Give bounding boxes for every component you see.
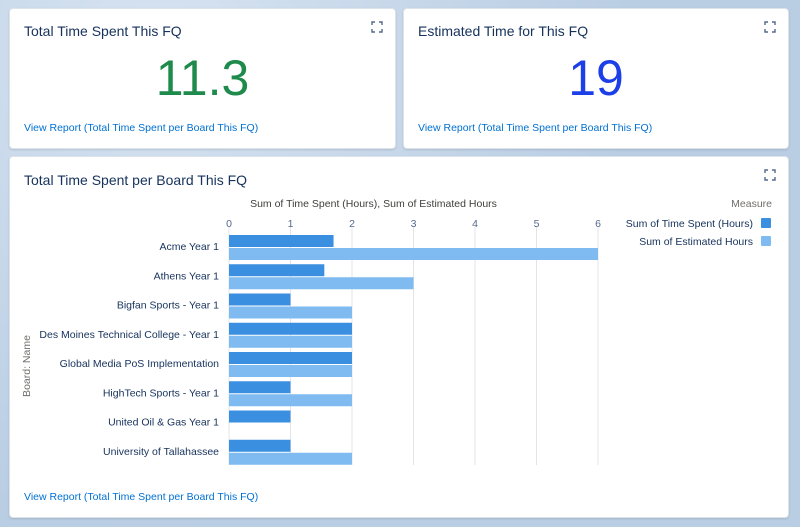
card-title: Total Time Spent This FQ	[24, 23, 182, 39]
view-report-link[interactable]: View Report (Total Time Spent per Board …	[24, 122, 259, 134]
bar-time-spent[interactable]	[229, 352, 352, 364]
legend-label: Sum of Time Spent (Hours)	[626, 218, 753, 230]
category-label: Acme Year 1	[159, 241, 219, 253]
bar-chart[interactable]: Sum of Time Spent (Hours), Sum of Estima…	[10, 195, 790, 505]
category-label: United Oil & Gas Year 1	[108, 417, 219, 429]
expand-icon-svg	[371, 21, 383, 33]
x-tick-label: 5	[534, 218, 540, 230]
bar-estimated-hours[interactable]	[229, 452, 352, 465]
y-axis-label: Board: Name	[21, 335, 33, 397]
legend-title: Measure	[731, 198, 772, 210]
x-tick-label: 0	[226, 218, 232, 230]
total-time-spent-card: Total Time Spent This FQ 11.3 View Repor…	[9, 8, 396, 149]
bar-estimated-hours[interactable]	[229, 306, 352, 319]
bar-estimated-hours[interactable]	[229, 277, 414, 290]
category-label: Bigfan Sports - Year 1	[117, 300, 219, 312]
bar-estimated-hours[interactable]	[229, 394, 352, 407]
estimated-time-card: Estimated Time for This FQ 19 View Repor…	[403, 8, 789, 149]
bar-estimated-hours[interactable]	[229, 248, 598, 260]
legend-label: Sum of Estimated Hours	[639, 236, 753, 248]
bar-time-spent[interactable]	[229, 235, 334, 247]
expand-icon-svg	[764, 21, 776, 33]
expand-icon-svg	[764, 169, 776, 181]
bar-estimated-hours[interactable]	[229, 335, 352, 348]
metric-value: 11.3	[155, 50, 250, 106]
bar-time-spent[interactable]	[229, 264, 325, 277]
view-report-link[interactable]: View Report (Total Time Spent per Board …	[24, 491, 259, 503]
expand-icon[interactable]	[764, 169, 776, 181]
time-per-board-card: Total Time Spent per Board This FQ Sum o…	[9, 156, 789, 518]
bar-time-spent[interactable]	[229, 293, 291, 306]
metric-value: 19	[568, 50, 624, 106]
x-tick-label: 3	[411, 218, 417, 230]
bar-estimated-hours[interactable]	[229, 365, 352, 377]
view-report-link[interactable]: View Report (Total Time Spent per Board …	[418, 122, 653, 134]
expand-icon[interactable]	[371, 21, 383, 33]
bar-time-spent[interactable]	[229, 322, 352, 335]
bar-time-spent[interactable]	[229, 439, 291, 452]
bar-time-spent[interactable]	[229, 410, 291, 423]
card-title: Total Time Spent per Board This FQ	[24, 172, 248, 188]
expand-icon[interactable]	[764, 21, 776, 33]
category-label: University of Tallahassee	[103, 446, 219, 458]
x-tick-label: 2	[349, 218, 355, 230]
category-label: HighTech Sports - Year 1	[103, 387, 219, 399]
category-label: Global Media PoS Implementation	[60, 358, 219, 370]
chart-title: Sum of Time Spent (Hours), Sum of Estima…	[250, 198, 497, 210]
x-tick-label: 1	[288, 218, 294, 230]
x-tick-label: 4	[472, 218, 478, 230]
bar-time-spent[interactable]	[229, 381, 291, 394]
x-tick-label: 6	[595, 218, 601, 230]
category-label: Des Moines Technical College - Year 1	[39, 329, 219, 341]
legend-swatch	[761, 236, 771, 246]
category-label: Athens Year 1	[154, 270, 220, 282]
legend-swatch	[761, 218, 771, 228]
card-title: Estimated Time for This FQ	[418, 23, 589, 39]
